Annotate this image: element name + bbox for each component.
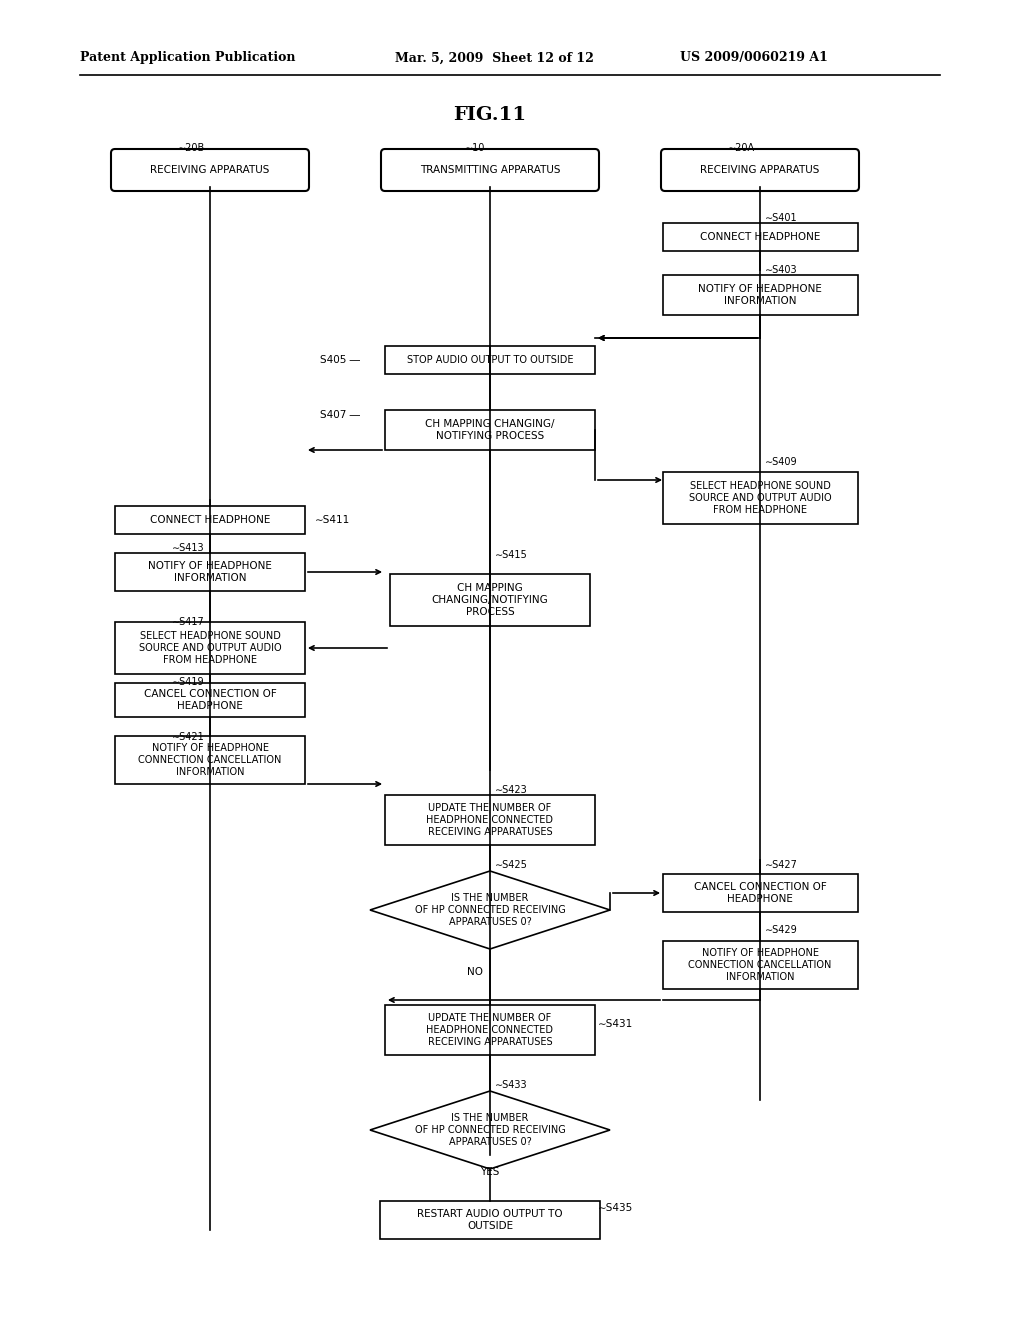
Text: NOTIFY OF HEADPHONE
CONNECTION CANCELLATION
INFORMATION: NOTIFY OF HEADPHONE CONNECTION CANCELLAT… (688, 948, 831, 982)
Bar (663, 223, 857, 251)
Text: UPDATE THE NUMBER OF
HEADPHONE CONNECTED
RECEIVING APPARATUSES: UPDATE THE NUMBER OF HEADPHONE CONNECTED… (427, 1014, 554, 1047)
Text: CONNECT HEADPHONE: CONNECT HEADPHONE (699, 232, 820, 242)
Text: CANCEL CONNECTION OF
HEADPHONE: CANCEL CONNECTION OF HEADPHONE (143, 689, 276, 710)
Text: RESTART AUDIO OUTPUT TO
OUTSIDE: RESTART AUDIO OUTPUT TO OUTSIDE (417, 1209, 563, 1230)
Text: CH MAPPING CHANGING/
NOTIFYING PROCESS: CH MAPPING CHANGING/ NOTIFYING PROCESS (425, 420, 555, 441)
FancyBboxPatch shape (662, 149, 859, 191)
Text: US 2009/0060219 A1: US 2009/0060219 A1 (680, 51, 827, 65)
Bar (663, 874, 857, 912)
Text: ∼S421: ∼S421 (172, 733, 205, 742)
Text: ∼S413: ∼S413 (172, 543, 205, 553)
Bar (385, 1005, 595, 1055)
Polygon shape (370, 871, 610, 949)
Text: ∼S409: ∼S409 (765, 457, 798, 467)
Text: STOP AUDIO OUTPUT TO OUTSIDE: STOP AUDIO OUTPUT TO OUTSIDE (407, 355, 573, 366)
FancyBboxPatch shape (381, 149, 599, 191)
Text: ∼S435: ∼S435 (598, 1203, 633, 1213)
Text: CANCEL CONNECTION OF
HEADPHONE: CANCEL CONNECTION OF HEADPHONE (693, 882, 826, 904)
Text: ∼S401: ∼S401 (765, 213, 798, 223)
Text: NOTIFY OF HEADPHONE
INFORMATION: NOTIFY OF HEADPHONE INFORMATION (698, 284, 822, 306)
Text: RECEIVING APPARATUS: RECEIVING APPARATUS (700, 165, 819, 176)
Text: S405 ―: S405 ― (319, 355, 360, 366)
Bar (663, 275, 857, 315)
Text: ∼S419: ∼S419 (172, 677, 205, 686)
Bar (385, 795, 595, 845)
Text: ∼S427: ∼S427 (765, 861, 798, 870)
Bar (663, 473, 857, 524)
Bar (115, 506, 305, 535)
Text: NOTIFY OF HEADPHONE
CONNECTION CANCELLATION
INFORMATION: NOTIFY OF HEADPHONE CONNECTION CANCELLAT… (138, 743, 282, 776)
Text: Patent Application Publication: Patent Application Publication (80, 51, 296, 65)
Bar (115, 622, 305, 675)
Bar (115, 737, 305, 784)
Text: ∼S423: ∼S423 (495, 785, 527, 795)
Bar (390, 574, 590, 626)
Text: ∼S417: ∼S417 (172, 616, 205, 627)
Text: NOTIFY OF HEADPHONE
INFORMATION: NOTIFY OF HEADPHONE INFORMATION (148, 561, 272, 583)
Text: ∼S431: ∼S431 (598, 1019, 633, 1030)
Text: ∼S403: ∼S403 (765, 265, 798, 275)
Text: ∼10: ∼10 (465, 143, 485, 153)
Text: IS THE NUMBER
OF HP CONNECTED RECEIVING
APPARATUSES 0?: IS THE NUMBER OF HP CONNECTED RECEIVING … (415, 1113, 565, 1147)
Text: SELECT HEADPHONE SOUND
SOURCE AND OUTPUT AUDIO
FROM HEADPHONE: SELECT HEADPHONE SOUND SOURCE AND OUTPUT… (138, 631, 282, 664)
Text: SELECT HEADPHONE SOUND
SOURCE AND OUTPUT AUDIO
FROM HEADPHONE: SELECT HEADPHONE SOUND SOURCE AND OUTPUT… (689, 482, 831, 515)
Text: ∼S429: ∼S429 (765, 925, 798, 935)
Text: NO: NO (467, 968, 483, 977)
Bar (385, 346, 595, 374)
Text: ∼S425: ∼S425 (495, 861, 528, 870)
Text: IS THE NUMBER
OF HP CONNECTED RECEIVING
APPARATUSES 0?: IS THE NUMBER OF HP CONNECTED RECEIVING … (415, 894, 565, 927)
Text: YES: YES (480, 1167, 500, 1177)
Text: CH MAPPING
CHANGING/NOTIFYING
PROCESS: CH MAPPING CHANGING/NOTIFYING PROCESS (432, 583, 549, 616)
FancyBboxPatch shape (111, 149, 309, 191)
Text: Mar. 5, 2009  Sheet 12 of 12: Mar. 5, 2009 Sheet 12 of 12 (395, 51, 594, 65)
Text: ∼S415: ∼S415 (495, 550, 527, 560)
Text: UPDATE THE NUMBER OF
HEADPHONE CONNECTED
RECEIVING APPARATUSES: UPDATE THE NUMBER OF HEADPHONE CONNECTED… (427, 804, 554, 837)
Text: ∼20A: ∼20A (728, 143, 755, 153)
Bar (663, 941, 857, 989)
Text: FIG.11: FIG.11 (454, 106, 526, 124)
Text: ∼S411: ∼S411 (315, 515, 350, 525)
Text: ∼S433: ∼S433 (495, 1080, 527, 1090)
Text: RECEIVING APPARATUS: RECEIVING APPARATUS (151, 165, 269, 176)
Polygon shape (370, 1092, 610, 1170)
Bar (115, 682, 305, 717)
Text: ∼20B: ∼20B (178, 143, 205, 153)
Bar (380, 1201, 600, 1239)
Text: CONNECT HEADPHONE: CONNECT HEADPHONE (150, 515, 270, 525)
Bar (385, 411, 595, 450)
Text: S407 ―: S407 ― (319, 411, 360, 420)
Text: TRANSMITTING APPARATUS: TRANSMITTING APPARATUS (420, 165, 560, 176)
Bar (115, 553, 305, 591)
